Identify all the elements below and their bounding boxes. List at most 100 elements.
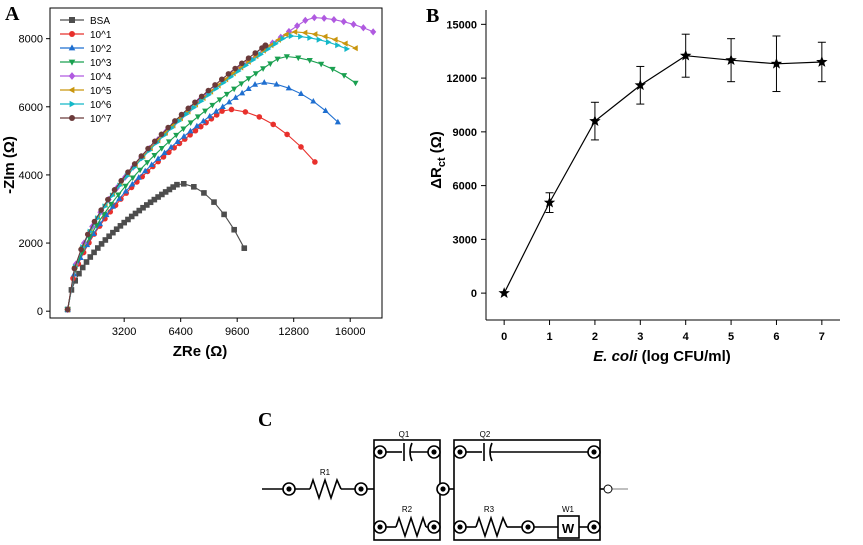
terminal-node-core xyxy=(431,449,437,455)
series-point-3 xyxy=(122,183,129,190)
series-point-2 xyxy=(232,94,239,100)
series-point-0 xyxy=(125,216,131,223)
nyquist-plot: 3200 6400 9600 12800 1600002000400060008000 … xyxy=(1,7,383,360)
series-point-7 xyxy=(91,218,98,225)
series-point-5 xyxy=(342,40,348,47)
label-r1: R1 xyxy=(320,468,331,477)
series-point-3 xyxy=(158,146,165,152)
series-point-7 xyxy=(232,65,238,72)
series-point-1 xyxy=(242,109,249,115)
data-point xyxy=(816,55,828,67)
series-point-3 xyxy=(295,55,302,62)
series-point-6 xyxy=(184,111,190,118)
y-tick-label: 9000 xyxy=(453,127,477,139)
series-point-3 xyxy=(318,61,325,68)
series-point-3 xyxy=(267,61,274,67)
y-tick-label: 6000 xyxy=(19,102,43,114)
resistor-r2 xyxy=(395,515,427,539)
series-point-3 xyxy=(187,120,194,126)
series-point-7 xyxy=(245,55,252,61)
series-point-2 xyxy=(142,167,149,174)
series-point-6 xyxy=(243,62,250,69)
legend-label: 10^7 xyxy=(90,114,112,125)
series-point-6 xyxy=(344,45,351,52)
series-line-0 xyxy=(67,183,245,310)
series-point-3 xyxy=(274,56,281,63)
legend-label: 10^6 xyxy=(90,100,112,111)
panel-label-a: A xyxy=(5,3,20,25)
series-point-6 xyxy=(198,98,205,105)
series-point-7 xyxy=(158,131,165,138)
plot-b-xlabel-species: E. coli xyxy=(593,348,638,365)
parallel-block-2 xyxy=(453,439,601,541)
series-point-0 xyxy=(162,189,169,195)
series-point-2 xyxy=(155,155,162,161)
series-point-0 xyxy=(106,233,112,240)
plot-b-xlabel: E. coli (log CFU/ml) xyxy=(593,348,731,365)
series-point-2 xyxy=(310,97,317,104)
series-point-7 xyxy=(239,60,245,67)
series-point-1 xyxy=(256,114,263,120)
series-point-2 xyxy=(200,117,207,124)
x-tick-label: 0 xyxy=(501,331,507,343)
terminal-node-core xyxy=(591,524,597,530)
plot-b-series xyxy=(498,33,828,298)
series-point-5 xyxy=(352,45,358,52)
series-point-2 xyxy=(206,112,213,119)
series-point-7 xyxy=(145,145,151,152)
series-point-0 xyxy=(132,210,139,217)
series-point-3 xyxy=(223,91,230,98)
series-point-2 xyxy=(239,89,246,96)
series-point-2 xyxy=(129,180,136,187)
series-point-7 xyxy=(198,93,205,100)
series-point-6 xyxy=(307,34,313,41)
series-point-2 xyxy=(297,90,305,96)
plot-a-series xyxy=(64,13,377,314)
series-point-3 xyxy=(352,80,359,87)
series-point-2 xyxy=(273,80,280,87)
label-q1: Q1 xyxy=(399,430,410,439)
circuit-nodes xyxy=(282,445,613,534)
series-point-3 xyxy=(329,66,336,73)
series-point-2 xyxy=(334,118,341,125)
series-point-0 xyxy=(79,264,86,271)
terminal-node-core xyxy=(358,486,364,492)
series-point-7 xyxy=(64,306,71,313)
series-point-0 xyxy=(241,245,248,251)
series-point-2 xyxy=(245,85,252,92)
series-point-1 xyxy=(192,127,199,134)
x-tick-label: 3200 xyxy=(112,326,136,338)
series-point-2 xyxy=(135,174,142,180)
series-point-5 xyxy=(169,122,176,129)
series-point-2 xyxy=(109,203,116,209)
y-tick-label: 2000 xyxy=(19,238,43,250)
resistor-r3 xyxy=(475,515,508,539)
series-point-0 xyxy=(144,202,150,208)
y-tick-label: 8000 xyxy=(19,34,43,46)
legend-marker xyxy=(69,115,75,121)
series-point-7 xyxy=(262,42,269,49)
plot-b-ylabel-unit: (Ω) xyxy=(428,131,445,157)
plot-a-ylabel: -ZIm (Ω) xyxy=(1,136,18,194)
series-point-4 xyxy=(360,24,367,32)
series-point-3 xyxy=(238,81,245,87)
series-point-1 xyxy=(270,121,276,128)
calibration-plot: 0 1 2 3 4 5 6 7 0 3000 6000 9000 12000 15000 E. coli … xyxy=(428,10,840,365)
y-tick-label: 0 xyxy=(471,288,477,300)
y-tick-label: 4000 xyxy=(19,170,43,182)
series-point-6 xyxy=(273,40,279,47)
x-tick-label: 6 xyxy=(773,331,779,343)
series-point-4 xyxy=(321,14,328,22)
legend-marker xyxy=(68,86,75,94)
series-point-7 xyxy=(125,169,131,175)
series-point-2 xyxy=(122,187,129,194)
panel-label-c: C xyxy=(258,409,272,431)
label-r2: R2 xyxy=(402,505,413,514)
terminal-node-core xyxy=(457,524,463,530)
x-tick-label: 16000 xyxy=(335,326,366,338)
output-terminal xyxy=(603,484,613,494)
series-point-1 xyxy=(107,208,114,215)
series-point-0 xyxy=(140,204,146,211)
series-point-5 xyxy=(282,31,289,38)
series-point-3 xyxy=(108,201,115,208)
